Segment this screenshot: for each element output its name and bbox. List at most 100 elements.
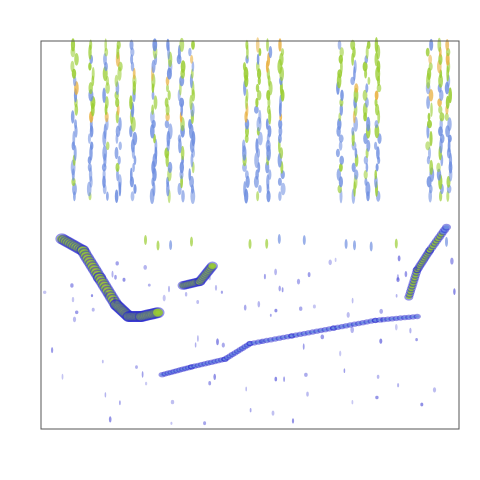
noise-speckle [162,294,166,302]
noise-speckle [320,334,325,340]
noise-speckle [380,316,384,324]
streak-mark [115,97,120,108]
faint-lower-track-core [299,333,301,335]
noise-speckle [420,402,424,407]
streak-mark [277,177,282,186]
streak-mark [447,134,452,143]
streak-mark [87,133,91,144]
streak-mark [257,90,262,101]
noise-speckle [135,365,138,369]
faint-lower-track-core [316,330,318,332]
streak-mark [133,184,137,194]
descending-sweep-core [155,310,161,315]
streak-mark [438,105,443,114]
rising-sweep-core [210,264,215,268]
noise-speckle [216,338,219,346]
faint-lower-track-core [345,325,347,327]
streak-mark [448,87,453,104]
streak-mark [279,147,284,159]
faint-lower-track-core [249,343,251,345]
noise-speckle [302,343,305,350]
streak-mark [278,38,282,52]
faint-lower-track-core [408,316,410,318]
noise-speckle [43,290,47,294]
streak-mark [132,131,138,146]
streak-mark [114,189,119,203]
streak-mark [179,37,185,52]
noise-speckle [396,277,400,283]
streak-mark [258,109,262,124]
streak-mark [245,170,249,179]
streak-mark [106,191,109,201]
noise-speckle [70,283,74,288]
faint-lower-track-core [253,342,255,344]
streak-mark [266,105,271,115]
noise-speckle [395,294,398,298]
streak-mark [447,117,452,131]
streak-mark [166,38,170,52]
noise-speckle [432,387,437,393]
streak-mark [427,67,432,80]
streak-mark [367,76,371,85]
streak-mark [242,139,246,153]
noise-speckle [450,257,454,265]
streak-mark [258,131,263,146]
noise-speckle [101,359,104,364]
noise-speckle [91,307,95,312]
streak-mark [88,62,92,71]
streak-mark [429,131,433,147]
noise-speckle [409,327,412,334]
streak-mark [354,147,358,159]
streak-mark [114,74,119,88]
streak-mark [255,169,259,180]
streak-mark [278,191,282,202]
noise-speckle [213,373,216,380]
noise-speckle [168,285,170,293]
streak-mark [278,119,283,129]
streak-mark [354,83,359,93]
noise-speckle [221,342,225,348]
noise-speckle [350,326,355,333]
streak-mark [353,59,357,74]
streak-mark [365,162,369,173]
streak-mark [428,54,433,64]
mid-band-blip [277,234,281,244]
faint-lower-track-core [324,329,326,331]
faint-lower-track-core [395,317,397,319]
streak-mark [117,174,122,190]
streak-mark [255,97,259,108]
noise-speckle [328,259,332,266]
faint-lower-track-core [404,317,406,319]
plot-frame [40,40,460,430]
streak-mark [255,138,259,154]
streak-mark [70,110,75,124]
noise-speckle [71,297,75,303]
mid-band-blip [265,238,269,249]
faint-lower-track-core [307,332,310,334]
noise-speckle [115,261,119,266]
streak-mark [427,112,431,121]
streak-mark [132,162,135,173]
streak-mark [152,38,158,52]
streak-mark [116,40,121,50]
streak-mark [242,62,247,71]
streak-mark [118,117,122,132]
streak-mark [70,38,76,52]
streak-mark [374,98,378,107]
noise-speckle [296,278,301,285]
mid-band-blip [445,236,448,247]
noise-speckle [122,277,126,282]
noise-speckle [334,257,337,262]
noise-speckle [396,274,399,281]
streak-mark [374,124,380,139]
noise-speckle [111,270,114,278]
streak-mark [444,112,449,121]
noise-speckle [208,381,212,386]
streak-mark [89,39,93,51]
streak-mark [90,141,94,151]
streak-mark [374,169,378,180]
faint-lower-track-core [399,317,402,319]
noise-speckle [257,301,261,308]
noise-speckle [299,306,303,311]
streak-mark [191,61,195,72]
